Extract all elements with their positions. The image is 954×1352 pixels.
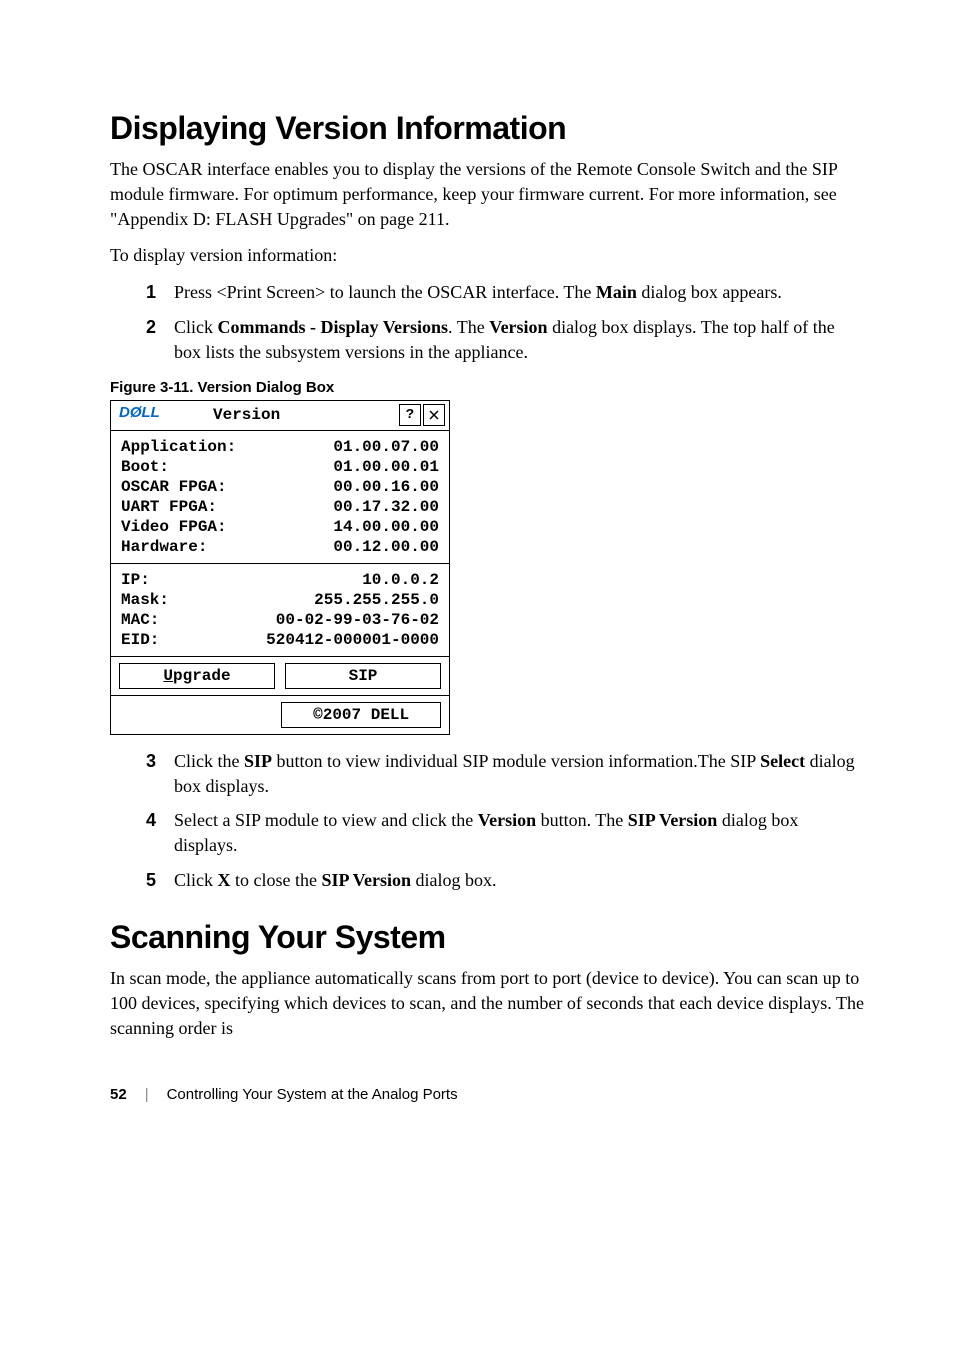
step-number: 2 xyxy=(146,315,174,365)
row-val: 14.00.00.00 xyxy=(333,517,439,537)
step-text: Select a SIP module to view and click th… xyxy=(174,808,864,858)
text-frag: Click xyxy=(174,870,218,890)
text-frag: Click the xyxy=(174,751,244,771)
text-frag: Select a SIP module to view and click th… xyxy=(174,810,478,830)
network-row: Mask: 255.255.255.0 xyxy=(121,590,439,610)
step-text: Click X to close the SIP Version dialog … xyxy=(174,868,864,893)
para-intro: The OSCAR interface enables you to displ… xyxy=(110,157,864,231)
text-frag: dialog box. xyxy=(411,870,497,890)
text-bold: X xyxy=(218,870,231,890)
row-key: IP: xyxy=(121,570,150,590)
text-bold: Main xyxy=(596,282,637,302)
network-row: EID: 520412-000001-0000 xyxy=(121,630,439,650)
dialog-panel-versions: Application: 01.00.07.00 Boot: 01.00.00.01… xyxy=(111,431,449,564)
upgrade-button[interactable]: Upgrade xyxy=(119,663,275,689)
svg-text:DØLL: DØLL xyxy=(119,404,160,420)
version-row: Application: 01.00.07.00 xyxy=(121,437,439,457)
row-key: Hardware: xyxy=(121,537,207,557)
step-number: 5 xyxy=(146,868,174,893)
step-4: 4 Select a SIP module to view and click … xyxy=(146,808,864,858)
dialog-panel-network: IP: 10.0.0.2 Mask: 255.255.255.0 MAC: 00-02… xyxy=(111,564,449,657)
text-bold: Version xyxy=(478,810,536,830)
text-bold: SIP Version xyxy=(321,870,411,890)
row-key: UART FPGA: xyxy=(121,497,217,517)
text-frag: dialog box appears. xyxy=(637,282,782,302)
version-row: Boot: 01.00.00.01 xyxy=(121,457,439,477)
figure-caption: Figure 3-11. Version Dialog Box xyxy=(110,379,864,396)
version-dialog: DØLL Version ? Application: 01.00.07.00 B… xyxy=(110,400,450,735)
text-bold: SIP xyxy=(244,751,272,771)
row-key: Mask: xyxy=(121,590,169,610)
steps-list-top: 1 Press <Print Screen> to launch the OSC… xyxy=(146,280,864,364)
para-scan: In scan mode, the appliance automaticall… xyxy=(110,966,864,1040)
footer-section-title: Controlling Your System at the Analog Po… xyxy=(167,1086,458,1103)
step-number: 3 xyxy=(146,749,174,799)
step-1: 1 Press <Print Screen> to launch the OSC… xyxy=(146,280,864,305)
step-3: 3 Click the SIP button to view individua… xyxy=(146,749,864,799)
version-row: UART FPGA: 00.17.32.00 xyxy=(121,497,439,517)
dialog-title-text: Version xyxy=(181,406,397,424)
para-to-display: To display version information: xyxy=(110,243,864,268)
text-frag: Click xyxy=(174,317,218,337)
row-val: 00.12.00.00 xyxy=(333,537,439,557)
page-number: 52 xyxy=(110,1086,127,1103)
step-text: Click the SIP button to view individual … xyxy=(174,749,864,799)
dialog-footer-row: ©2007 DELL xyxy=(111,696,449,734)
row-val: 255.255.255.0 xyxy=(314,590,439,610)
row-key: OSCAR FPGA: xyxy=(121,477,227,497)
dell-logo: DØLL xyxy=(119,404,171,425)
row-key: Application: xyxy=(121,437,236,457)
network-row: MAC: 00-02-99-03-76-02 xyxy=(121,610,439,630)
row-key: EID: xyxy=(121,630,159,650)
help-icon[interactable]: ? xyxy=(399,404,421,426)
text-frag: Press <Print Screen> to launch the OSCAR… xyxy=(174,282,596,302)
heading-scanning: Scanning Your System xyxy=(110,919,864,956)
version-row: OSCAR FPGA: 00.00.16.00 xyxy=(121,477,439,497)
steps-list-bottom: 3 Click the SIP button to view individua… xyxy=(146,749,864,893)
step-text: Press <Print Screen> to launch the OSCAR… xyxy=(174,280,864,305)
dialog-button-row: Upgrade SIP xyxy=(111,657,449,696)
step-text: Click Commands - Display Versions. The V… xyxy=(174,315,864,365)
page-footer: 52 | Controlling Your System at the Anal… xyxy=(110,1086,864,1103)
row-val: 01.00.07.00 xyxy=(333,437,439,457)
version-row: Video FPGA: 14.00.00.00 xyxy=(121,517,439,537)
footer-separator: | xyxy=(145,1086,149,1103)
text-frag: button. The xyxy=(536,810,628,830)
row-key: Boot: xyxy=(121,457,169,477)
step-number: 1 xyxy=(146,280,174,305)
text-frag: . The xyxy=(448,317,489,337)
text-bold: SIP Version xyxy=(628,810,718,830)
text-bold: Commands - Display Versions xyxy=(218,317,449,337)
dialog-titlebar: DØLL Version ? xyxy=(111,401,449,431)
close-icon[interactable] xyxy=(423,404,445,426)
version-row: Hardware: 00.12.00.00 xyxy=(121,537,439,557)
row-val: 00.00.16.00 xyxy=(333,477,439,497)
text-bold: Select xyxy=(760,751,805,771)
step-2: 2 Click Commands - Display Versions. The… xyxy=(146,315,864,365)
row-val: 520412-000001-0000 xyxy=(266,630,439,650)
sip-button[interactable]: SIP xyxy=(285,663,441,689)
copyright-label: ©2007 DELL xyxy=(281,702,441,728)
step-5: 5 Click X to close the SIP Version dialo… xyxy=(146,868,864,893)
row-val: 00.17.32.00 xyxy=(333,497,439,517)
text-frag: button to view individual SIP module ver… xyxy=(272,751,760,771)
network-row: IP: 10.0.0.2 xyxy=(121,570,439,590)
text-frag: to close the xyxy=(231,870,322,890)
row-key: Video FPGA: xyxy=(121,517,227,537)
heading-version-info: Displaying Version Information xyxy=(110,110,864,147)
row-val: 00-02-99-03-76-02 xyxy=(276,610,439,630)
row-val: 01.00.00.01 xyxy=(333,457,439,477)
row-key: MAC: xyxy=(121,610,159,630)
text-bold: Version xyxy=(489,317,547,337)
step-number: 4 xyxy=(146,808,174,858)
row-val: 10.0.0.2 xyxy=(362,570,439,590)
